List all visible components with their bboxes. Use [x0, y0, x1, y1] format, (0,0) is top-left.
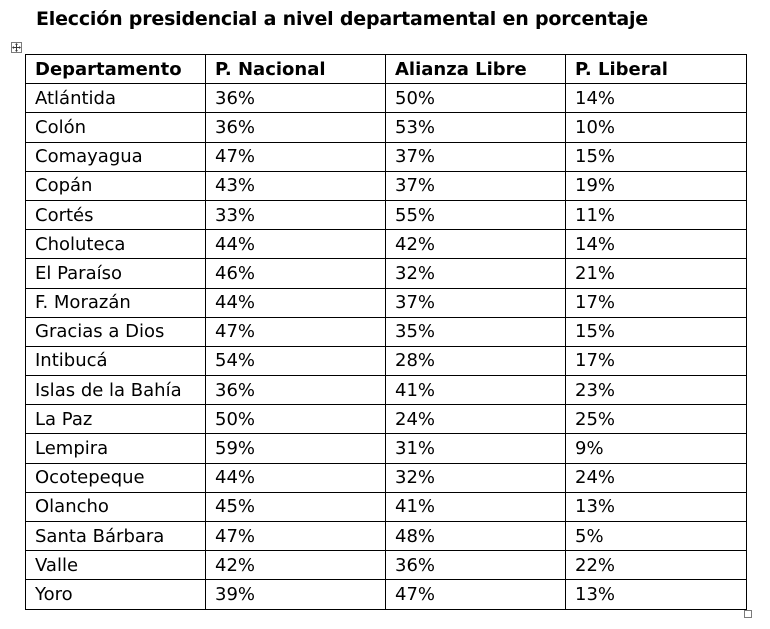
cell-p-liberal: 24%	[565, 462, 747, 493]
cell-alianza-libre: 37%	[385, 141, 566, 172]
table-row: Comayagua 47% 37% 15%	[25, 141, 747, 172]
cell-p-nacional: 36%	[205, 112, 386, 143]
cell-p-liberal: 14%	[565, 229, 747, 260]
cell-alianza-libre: 55%	[385, 199, 566, 231]
cell-alianza-libre: 32%	[385, 462, 566, 493]
cell-p-liberal: 17%	[565, 287, 747, 318]
table-row: Ocotepeque 44% 32% 24%	[25, 462, 747, 493]
cell-p-nacional: 36%	[205, 375, 386, 406]
cell-departamento: Valle	[25, 550, 206, 581]
table-row: Atlántida 36% 50% 14%	[25, 83, 747, 114]
header-alianza-libre: Alianza Libre	[385, 53, 566, 85]
cell-alianza-libre: 41%	[385, 491, 566, 523]
cell-alianza-libre: 41%	[385, 375, 566, 406]
cell-p-nacional: 47%	[205, 520, 386, 552]
cell-p-nacional: 33%	[205, 199, 386, 231]
table-row: Copán 43% 37% 19%	[25, 170, 747, 201]
cell-alianza-libre: 31%	[385, 433, 566, 464]
cell-p-nacional: 44%	[205, 462, 386, 493]
cell-p-liberal: 15%	[565, 316, 747, 347]
cell-departamento: Lempira	[25, 433, 206, 464]
table-row: Santa Bárbara 47% 48% 5%	[25, 520, 747, 552]
cell-departamento: Gracias a Dios	[25, 316, 206, 347]
cell-p-nacional: 44%	[205, 287, 386, 318]
table-row: La Paz 50% 24% 25%	[25, 404, 747, 435]
cell-alianza-libre: 37%	[385, 170, 566, 201]
cell-p-liberal: 5%	[565, 520, 747, 552]
cell-p-liberal: 15%	[565, 141, 747, 172]
table-row: Gracias a Dios 47% 35% 15%	[25, 316, 747, 347]
cell-p-nacional: 54%	[205, 345, 386, 377]
table-resize-handle-icon[interactable]	[744, 610, 752, 618]
cell-departamento: Intibucá	[25, 345, 206, 377]
cell-departamento: El Paraíso	[25, 258, 206, 289]
table-row: Colón 36% 53% 10%	[25, 112, 747, 143]
cell-p-nacional: 46%	[205, 258, 386, 289]
cell-departamento: Copán	[25, 170, 206, 201]
cell-p-nacional: 44%	[205, 229, 386, 260]
cell-p-liberal: 11%	[565, 199, 747, 231]
cell-p-liberal: 10%	[565, 112, 747, 143]
cell-p-liberal: 22%	[565, 550, 747, 581]
cell-p-liberal: 13%	[565, 579, 747, 610]
cell-departamento: F. Morazán	[25, 287, 206, 318]
cell-departamento: Atlántida	[25, 83, 206, 114]
table-row: Lempira 59% 31% 9%	[25, 433, 747, 464]
cell-p-nacional: 39%	[205, 579, 386, 610]
cell-p-nacional: 43%	[205, 170, 386, 201]
table-row: Choluteca 44% 42% 14%	[25, 229, 747, 260]
table-row: Valle 42% 36% 22%	[25, 550, 747, 581]
cell-alianza-libre: 32%	[385, 258, 566, 289]
cell-departamento: Santa Bárbara	[25, 520, 206, 552]
cell-alianza-libre: 24%	[385, 404, 566, 435]
table-row: Olancho 45% 41% 13%	[25, 491, 747, 523]
header-p-liberal: P. Liberal	[565, 53, 747, 85]
table-row: El Paraíso 46% 32% 21%	[25, 258, 747, 289]
cell-alianza-libre: 28%	[385, 345, 566, 377]
table-move-handle-icon[interactable]	[11, 42, 22, 53]
cell-p-liberal: 23%	[565, 375, 747, 406]
table-row: Islas de la Bahía 36% 41% 23%	[25, 375, 747, 406]
table-row: F. Morazán 44% 37% 17%	[25, 287, 747, 318]
cell-p-nacional: 50%	[205, 404, 386, 435]
cell-departamento: Comayagua	[25, 141, 206, 172]
cell-p-nacional: 47%	[205, 316, 386, 347]
cell-departamento: Cortés	[25, 199, 206, 231]
document-title: Elección presidencial a nivel departamen…	[36, 8, 648, 30]
cell-p-liberal: 19%	[565, 170, 747, 201]
cell-p-liberal: 9%	[565, 433, 747, 464]
table-row: Cortés 33% 55% 11%	[25, 199, 747, 231]
cell-departamento: Choluteca	[25, 229, 206, 260]
cell-alianza-libre: 37%	[385, 287, 566, 318]
cell-departamento: Ocotepeque	[25, 462, 206, 493]
cell-p-liberal: 17%	[565, 345, 747, 377]
cell-p-nacional: 42%	[205, 550, 386, 581]
cell-p-liberal: 13%	[565, 491, 747, 523]
cell-alianza-libre: 48%	[385, 520, 566, 552]
cell-alianza-libre: 35%	[385, 316, 566, 347]
header-p-nacional: P. Nacional	[205, 53, 386, 85]
cell-p-nacional: 47%	[205, 141, 386, 172]
election-results-table: Departamento P. Nacional Alianza Libre P…	[25, 53, 747, 610]
cell-departamento: Colón	[25, 112, 206, 143]
cell-p-liberal: 25%	[565, 404, 747, 435]
cell-p-nacional: 36%	[205, 83, 386, 114]
cell-alianza-libre: 36%	[385, 550, 566, 581]
table-row: Yoro 39% 47% 13%	[25, 579, 747, 610]
cell-departamento: La Paz	[25, 404, 206, 435]
cell-p-nacional: 59%	[205, 433, 386, 464]
table-header-row: Departamento P. Nacional Alianza Libre P…	[25, 53, 747, 85]
cell-departamento: Islas de la Bahía	[25, 375, 206, 406]
cell-p-liberal: 21%	[565, 258, 747, 289]
cell-alianza-libre: 42%	[385, 229, 566, 260]
header-departamento: Departamento	[25, 53, 206, 85]
cell-alianza-libre: 50%	[385, 83, 566, 114]
cell-alianza-libre: 47%	[385, 579, 566, 610]
cell-departamento: Yoro	[25, 579, 206, 610]
cell-p-liberal: 14%	[565, 83, 747, 114]
cell-alianza-libre: 53%	[385, 112, 566, 143]
table-row: Intibucá 54% 28% 17%	[25, 345, 747, 377]
cell-p-nacional: 45%	[205, 491, 386, 523]
cell-departamento: Olancho	[25, 491, 206, 523]
